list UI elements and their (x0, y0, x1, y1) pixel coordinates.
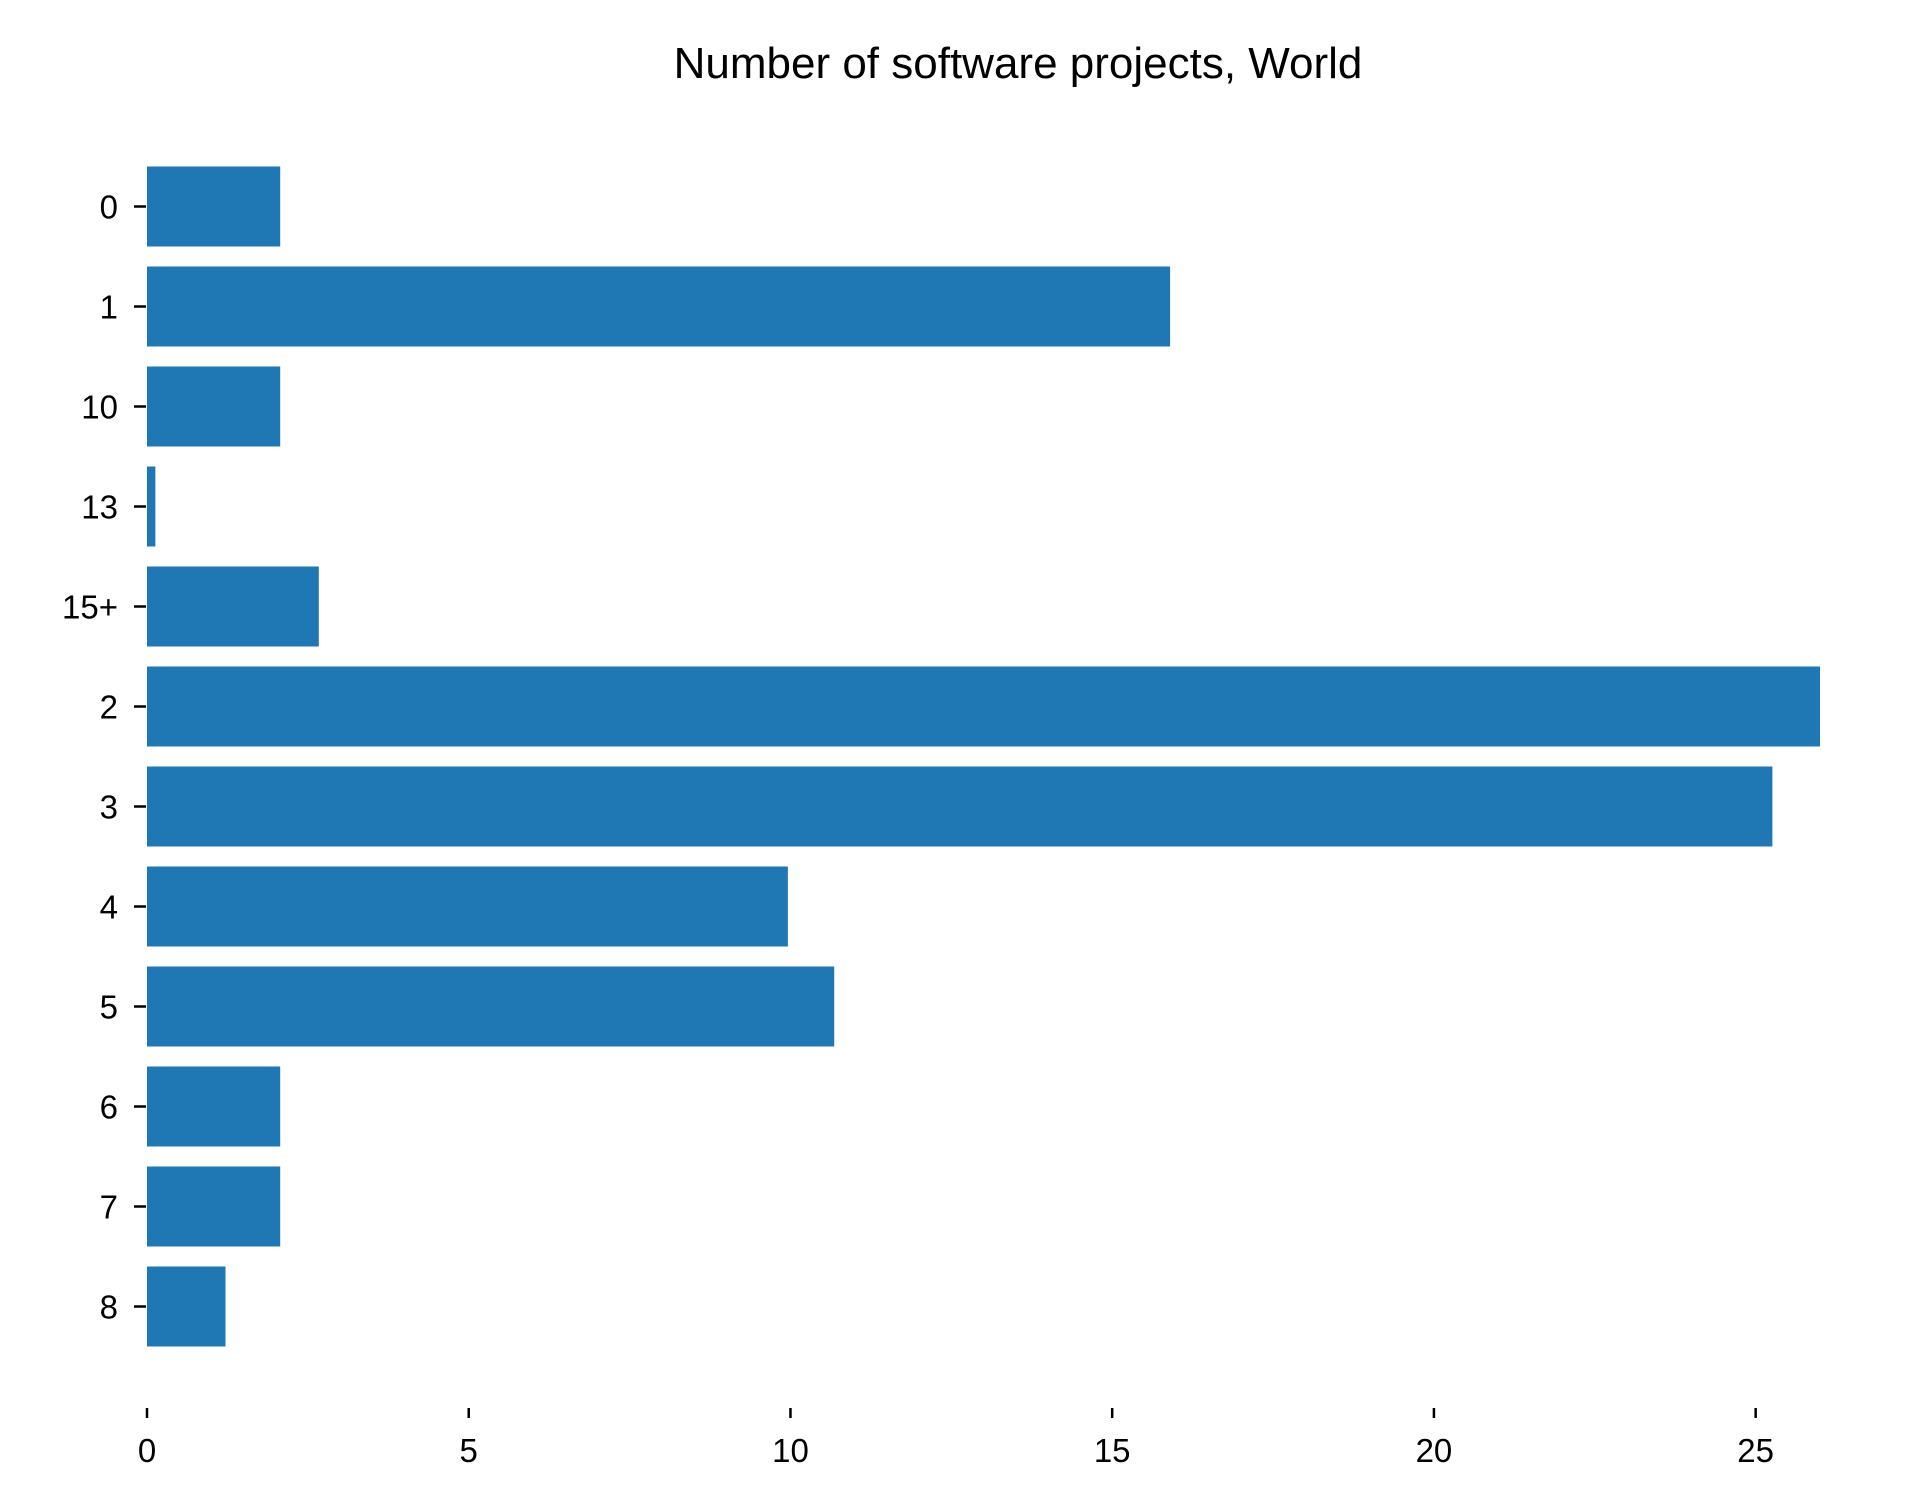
bar-10 (147, 366, 281, 447)
y-tick-label: 4 (100, 889, 118, 926)
chart-title: Number of software projects, World (674, 39, 1363, 88)
y-tick-label: 15+ (62, 589, 118, 626)
x-tick-label: 0 (138, 1432, 156, 1469)
y-tick-label: 5 (100, 989, 118, 1026)
y-tick-label: 8 (100, 1289, 118, 1326)
x-tick-label: 25 (1737, 1432, 1774, 1469)
bar-7 (147, 1166, 281, 1247)
x-tick-label: 10 (772, 1432, 809, 1469)
bar-0 (147, 166, 281, 247)
y-tick-label: 6 (100, 1089, 118, 1126)
y-tick-label: 3 (100, 789, 118, 826)
bar-2 (147, 666, 1820, 747)
y-tick-label: 2 (100, 689, 118, 726)
bar-13 (147, 466, 156, 547)
x-tick-label: 15 (1094, 1432, 1131, 1469)
y-tick-label: 13 (81, 489, 118, 526)
x-tick-label: 5 (460, 1432, 478, 1469)
bar-5 (147, 966, 835, 1047)
x-axis: 0 5 10 15 20 25 (138, 1408, 1774, 1469)
bar-6 (147, 1066, 281, 1147)
y-axis: 0 1 10 13 15+ 2 3 4 5 6 7 8 (62, 189, 146, 1326)
bar-1 (147, 266, 1171, 347)
y-tick-label: 7 (100, 1189, 118, 1226)
x-tick-label: 20 (1416, 1432, 1453, 1469)
bar-4 (147, 866, 788, 947)
y-tick-label: 10 (81, 389, 118, 426)
bar-8 (147, 1266, 226, 1347)
y-tick-label: 0 (100, 189, 118, 226)
bar-15+ (147, 566, 319, 647)
bars-layer (147, 166, 1820, 1347)
y-tick-label: 1 (100, 289, 118, 326)
bar-3 (147, 766, 1773, 847)
